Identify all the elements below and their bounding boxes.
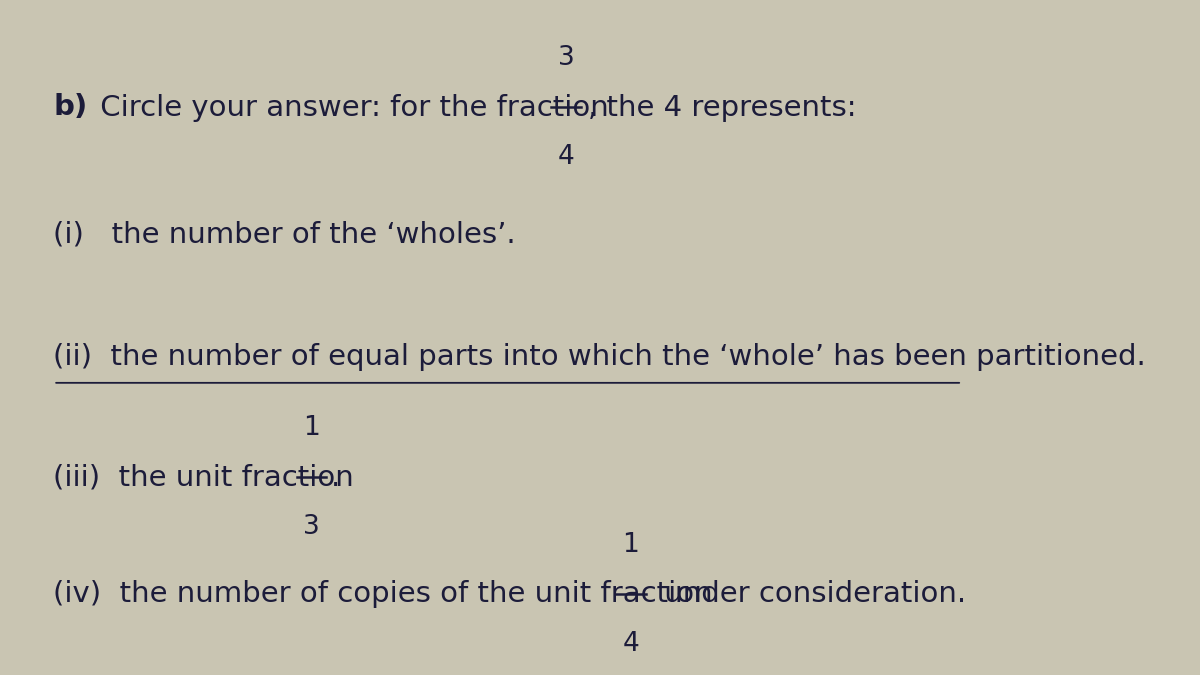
Text: (iii)  the unit fraction: (iii) the unit fraction (53, 464, 354, 491)
Text: (iv)  the number of copies of the unit fraction: (iv) the number of copies of the unit fr… (53, 580, 713, 608)
Text: (ii)  the number of equal parts into which the ‘whole’ has been partitioned.: (ii) the number of equal parts into whic… (53, 344, 1146, 371)
Text: 3: 3 (558, 45, 575, 71)
Text: , the 4 represents:: , the 4 represents: (588, 94, 857, 121)
Text: 4: 4 (558, 144, 575, 170)
Text: b): b) (53, 94, 88, 121)
Text: 3: 3 (304, 514, 320, 540)
Text: 4: 4 (623, 631, 640, 657)
Text: .: . (331, 464, 341, 491)
Text: 1: 1 (623, 531, 640, 558)
Text: 1: 1 (304, 415, 320, 441)
Text: Circle your answer: for the fraction: Circle your answer: for the fraction (91, 94, 608, 121)
Text: under consideration.: under consideration. (654, 580, 966, 608)
Text: (i)   the number of the ‘wholes’.: (i) the number of the ‘wholes’. (53, 220, 516, 248)
